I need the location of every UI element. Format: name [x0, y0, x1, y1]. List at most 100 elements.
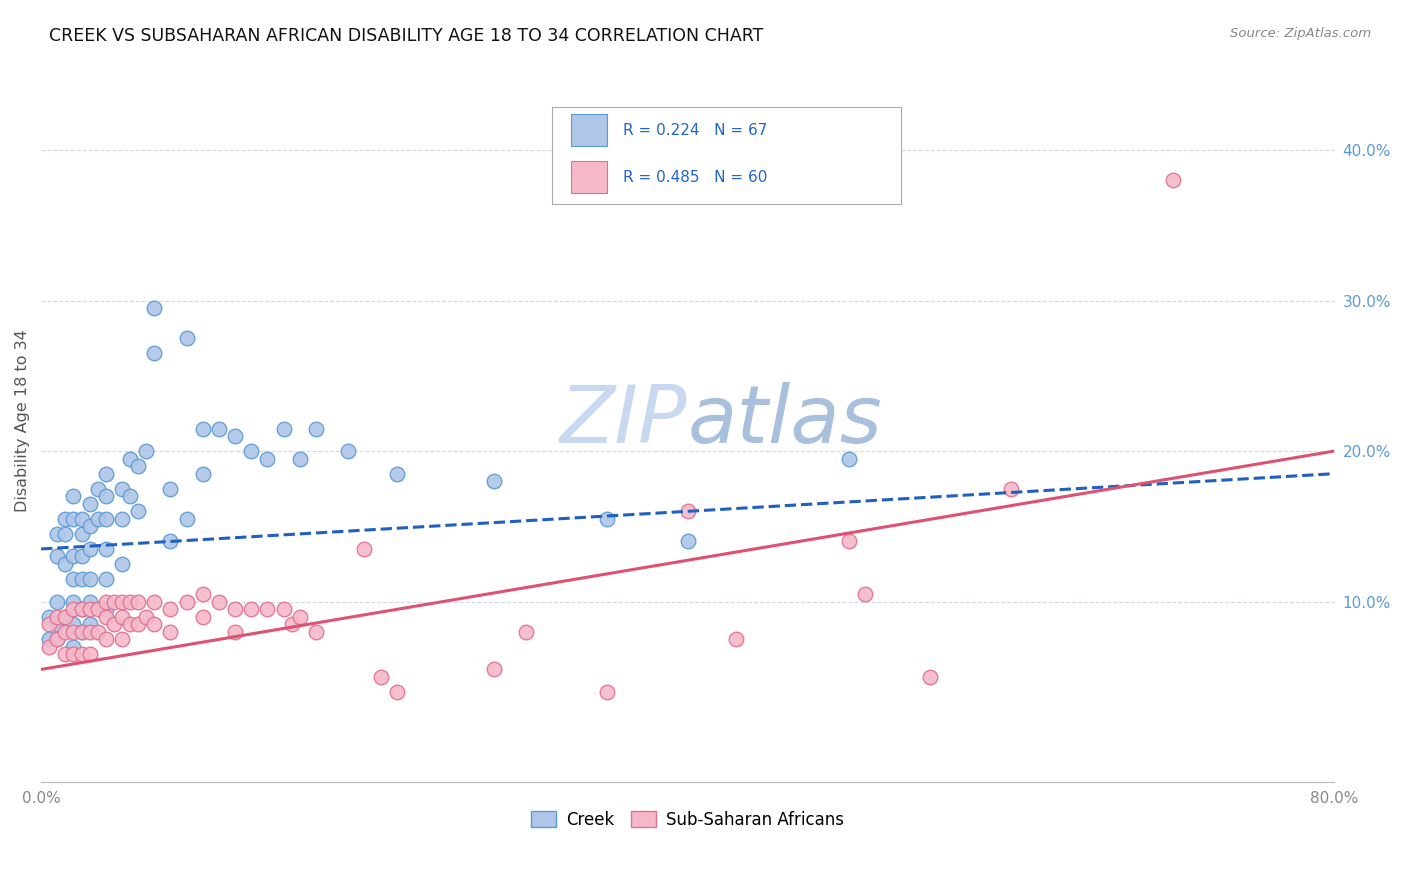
- Point: [482, 474, 505, 488]
- Point: [676, 534, 699, 549]
- Point: [191, 587, 214, 601]
- Point: [94, 489, 117, 503]
- Point: [127, 617, 149, 632]
- Point: [70, 549, 93, 564]
- FancyBboxPatch shape: [571, 114, 607, 146]
- Point: [111, 557, 134, 571]
- Point: [62, 572, 84, 586]
- Point: [596, 512, 619, 526]
- Point: [70, 512, 93, 526]
- Point: [46, 595, 69, 609]
- Point: [62, 549, 84, 564]
- Point: [79, 595, 101, 609]
- Point: [79, 519, 101, 533]
- Point: [111, 482, 134, 496]
- Point: [62, 595, 84, 609]
- Point: [46, 632, 69, 647]
- Point: [305, 421, 328, 435]
- Point: [70, 602, 93, 616]
- Point: [143, 595, 166, 609]
- Point: [920, 670, 942, 684]
- Point: [127, 459, 149, 474]
- Point: [176, 512, 198, 526]
- Point: [273, 421, 295, 435]
- Point: [240, 602, 263, 616]
- Point: [38, 617, 60, 632]
- Point: [143, 346, 166, 360]
- Text: ZIP: ZIP: [560, 382, 688, 460]
- Point: [79, 541, 101, 556]
- Point: [79, 572, 101, 586]
- Point: [288, 451, 311, 466]
- Point: [337, 444, 360, 458]
- Point: [46, 632, 69, 647]
- Point: [70, 527, 93, 541]
- Text: R = 0.485   N = 60: R = 0.485 N = 60: [623, 169, 768, 185]
- Point: [53, 557, 76, 571]
- Point: [79, 602, 101, 616]
- Point: [79, 648, 101, 662]
- Point: [70, 602, 93, 616]
- Point: [256, 451, 278, 466]
- Point: [94, 595, 117, 609]
- Point: [38, 609, 60, 624]
- Point: [191, 467, 214, 481]
- Point: [256, 602, 278, 616]
- Point: [127, 504, 149, 518]
- Point: [855, 587, 877, 601]
- Text: CREEK VS SUBSAHARAN AFRICAN DISABILITY AGE 18 TO 34 CORRELATION CHART: CREEK VS SUBSAHARAN AFRICAN DISABILITY A…: [49, 27, 763, 45]
- Point: [62, 624, 84, 639]
- Point: [62, 640, 84, 654]
- Point: [94, 632, 117, 647]
- Point: [94, 609, 117, 624]
- Point: [118, 489, 141, 503]
- Point: [53, 609, 76, 624]
- Point: [1000, 482, 1022, 496]
- Point: [596, 685, 619, 699]
- Point: [838, 451, 860, 466]
- Point: [94, 572, 117, 586]
- Point: [86, 512, 108, 526]
- Point: [143, 301, 166, 315]
- Point: [79, 624, 101, 639]
- Point: [79, 497, 101, 511]
- Point: [135, 444, 157, 458]
- Point: [273, 602, 295, 616]
- Point: [62, 489, 84, 503]
- Point: [127, 595, 149, 609]
- Point: [46, 617, 69, 632]
- Point: [385, 467, 408, 481]
- Point: [111, 595, 134, 609]
- Point: [70, 648, 93, 662]
- Point: [224, 624, 246, 639]
- Point: [111, 512, 134, 526]
- Legend: Creek, Sub-Saharan Africans: Creek, Sub-Saharan Africans: [524, 804, 851, 836]
- Point: [94, 467, 117, 481]
- Text: R = 0.224   N = 67: R = 0.224 N = 67: [623, 122, 768, 137]
- Point: [94, 602, 117, 616]
- Point: [118, 451, 141, 466]
- Point: [53, 512, 76, 526]
- Point: [208, 421, 231, 435]
- Point: [86, 482, 108, 496]
- Point: [103, 595, 125, 609]
- Point: [53, 648, 76, 662]
- Point: [176, 595, 198, 609]
- Point: [111, 609, 134, 624]
- Point: [86, 624, 108, 639]
- Point: [62, 648, 84, 662]
- Point: [118, 617, 141, 632]
- FancyBboxPatch shape: [553, 106, 901, 204]
- Point: [135, 609, 157, 624]
- Point: [224, 429, 246, 443]
- Point: [159, 534, 181, 549]
- Point: [53, 609, 76, 624]
- Point: [280, 617, 302, 632]
- Y-axis label: Disability Age 18 to 34: Disability Age 18 to 34: [15, 330, 30, 512]
- Point: [86, 602, 108, 616]
- Point: [94, 512, 117, 526]
- Point: [111, 632, 134, 647]
- Point: [838, 534, 860, 549]
- Point: [53, 527, 76, 541]
- Point: [385, 685, 408, 699]
